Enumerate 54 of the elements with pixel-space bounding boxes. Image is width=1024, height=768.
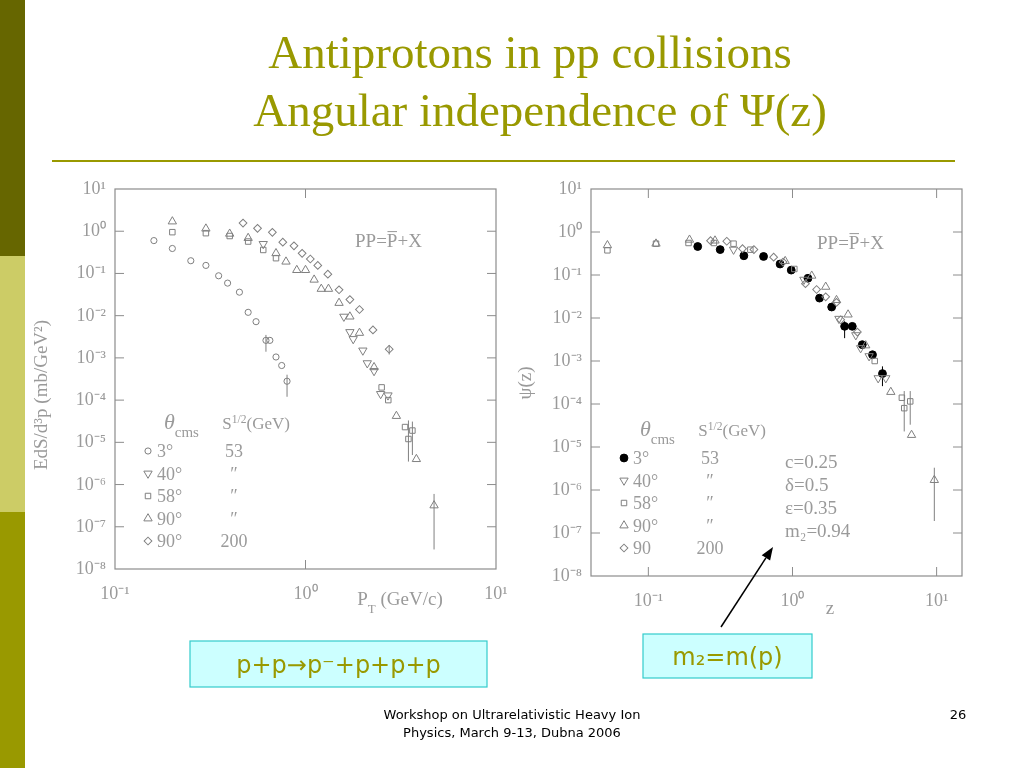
y-tick-label: 10⁻⁸ <box>75 558 106 578</box>
text: 26 <box>949 707 967 722</box>
legend-label: 40° ″ <box>157 463 238 484</box>
x-axis-title: z <box>825 597 835 618</box>
y-tick-label: 10⁻² <box>76 304 106 325</box>
y-tick-label: 10⁻⁴ <box>75 389 106 410</box>
legend-label: 3° 53 <box>157 441 243 461</box>
x-tick-label: 10¹ <box>924 590 949 610</box>
y-tick-label: 10⁻¹ <box>76 262 106 283</box>
y-tick-label: 10⁻⁴ <box>551 393 582 413</box>
y-tick-label: 10¹ <box>82 178 106 198</box>
annotation: m₂=0.94 <box>785 520 851 541</box>
annotation: ε=0.35 <box>785 497 837 518</box>
text: p+p→p⁻+p+p+p <box>236 651 441 679</box>
y-tick-label: 10⁻⁸ <box>551 565 582 585</box>
legend-label: 40° ″ <box>633 470 714 491</box>
y-tick-label: 10⁰ <box>82 220 106 241</box>
legend-label: 58° ″ <box>157 486 238 506</box>
annotation: c=0.25 <box>785 451 838 472</box>
text: Antiprotons in pp collisions <box>268 26 792 78</box>
y-tick-label: 10⁻⁷ <box>551 522 582 542</box>
y-tick-label: 10⁻⁷ <box>75 515 106 536</box>
text: Workshop on Ultrarelativistic Heavy Ion Physics, March 9-13, Dubna 2006 <box>383 707 641 740</box>
legend-label: 90° 200 <box>157 531 248 551</box>
y-tick-label: 10⁻⁶ <box>551 479 582 499</box>
annotation: PP=P̅+X <box>817 232 885 253</box>
text: Angular independence of Ψ(z) <box>253 84 827 136</box>
y-axis-title: ψ(z) <box>514 366 536 400</box>
text: θ$_{cms}$ S$^{1/2}$(GeV) <box>640 416 766 447</box>
y-tick-label: 10⁻³ <box>552 350 583 370</box>
text: m₂=m(p) <box>672 643 783 671</box>
legend-label: 3° 53 <box>633 448 719 468</box>
y-tick-label: 10⁻⁶ <box>75 473 106 494</box>
y-tick-label: 10⁻⁵ <box>75 431 106 452</box>
legend-label: 90° ″ <box>633 515 714 536</box>
x-tick-label: 10⁰ <box>780 590 805 610</box>
y-axis-title: EdS/d³p (mb/GeV²) <box>30 319 52 471</box>
y-tick-label: 10⁰ <box>558 221 582 241</box>
y-tick-label: 10⁻³ <box>76 346 107 367</box>
legend-label: 90 200 <box>633 538 724 558</box>
x-axis-title: P$_{T}$ (GeV/c) <box>357 588 443 616</box>
y-tick-label: 10⁻² <box>552 307 582 327</box>
x-tick-label: 10¹ <box>484 583 508 603</box>
y-tick-label: 10⁻⁵ <box>551 436 582 456</box>
x-tick-label: 10⁻¹ <box>100 583 130 603</box>
text: θ$_{cms}$ S$^{1/2}$(GeV) <box>164 409 290 440</box>
annotation: PP=P̅+X <box>355 230 423 251</box>
y-tick-label: 10⁻¹ <box>552 264 582 284</box>
legend-label: 90° ″ <box>157 508 238 529</box>
annotation: δ=0.5 <box>785 474 829 495</box>
x-tick-label: 10⁻¹ <box>633 590 664 610</box>
legend-label: 58° ″ <box>633 493 714 513</box>
x-tick-label: 10⁰ <box>293 583 318 603</box>
y-tick-label: 10¹ <box>558 178 582 198</box>
